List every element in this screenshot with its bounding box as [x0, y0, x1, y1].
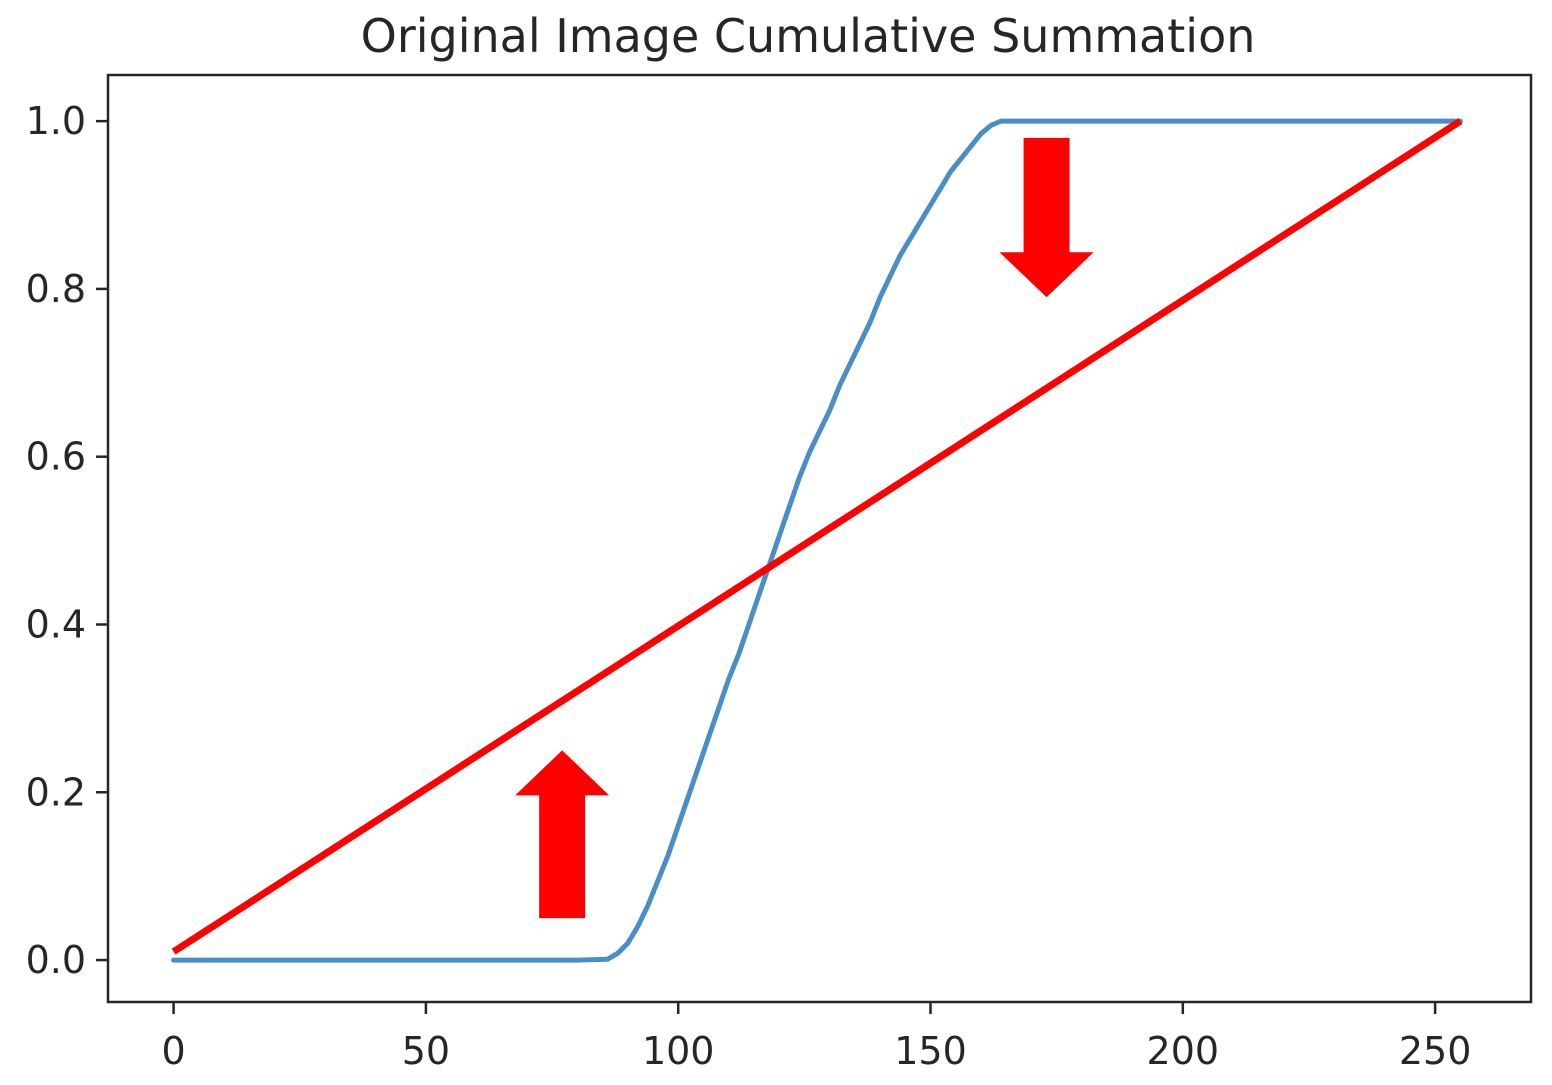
- plot-frame: [106, 73, 1533, 1004]
- y-tick-label: 0.0: [26, 938, 86, 982]
- y-tick-label: 0.8: [26, 267, 86, 311]
- x-tick-label: 100: [642, 1029, 715, 1073]
- y-tick-label: 0.2: [26, 770, 86, 814]
- uniform-cdf-line: [171, 118, 1463, 955]
- arrow-down-icon: [999, 137, 1094, 298]
- cumulative-sum-line: [171, 118, 1463, 963]
- chart-title: Original Image Cumulative Summation: [361, 9, 1256, 63]
- y-tick-label: 0.4: [26, 602, 86, 646]
- x-tick-label: 250: [1399, 1029, 1472, 1073]
- y-tick-label: 1.0: [26, 99, 86, 143]
- annotation-layer: [515, 137, 1094, 919]
- arrow-up-icon: [515, 750, 610, 919]
- x-tick-label: 200: [1147, 1029, 1220, 1073]
- x-tick-label: 150: [894, 1029, 967, 1073]
- series-layer: [171, 118, 1463, 963]
- y-axis: 0.0 0.2 0.4 0.6 0.8 1.0: [26, 99, 108, 982]
- x-axis: 0 50 100 150 200 250: [162, 1002, 1472, 1073]
- x-tick-label: 0: [162, 1029, 186, 1073]
- x-tick-label: 50: [402, 1029, 450, 1073]
- y-tick-label: 0.6: [26, 435, 86, 479]
